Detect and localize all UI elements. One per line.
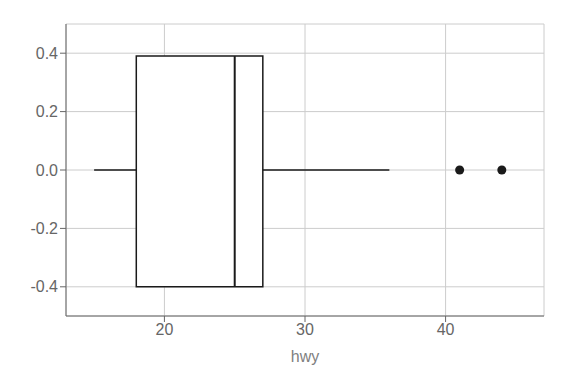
svg-text:-0.4: -0.4 xyxy=(30,278,58,295)
svg-text:0.0: 0.0 xyxy=(36,162,58,179)
svg-text:30: 30 xyxy=(296,321,314,338)
svg-text:0.4: 0.4 xyxy=(36,45,58,62)
svg-text:40: 40 xyxy=(437,321,455,338)
svg-text:20: 20 xyxy=(156,321,174,338)
svg-text:-0.2: -0.2 xyxy=(30,220,58,237)
svg-text:hwy: hwy xyxy=(291,348,319,365)
svg-text:0.2: 0.2 xyxy=(36,103,58,120)
